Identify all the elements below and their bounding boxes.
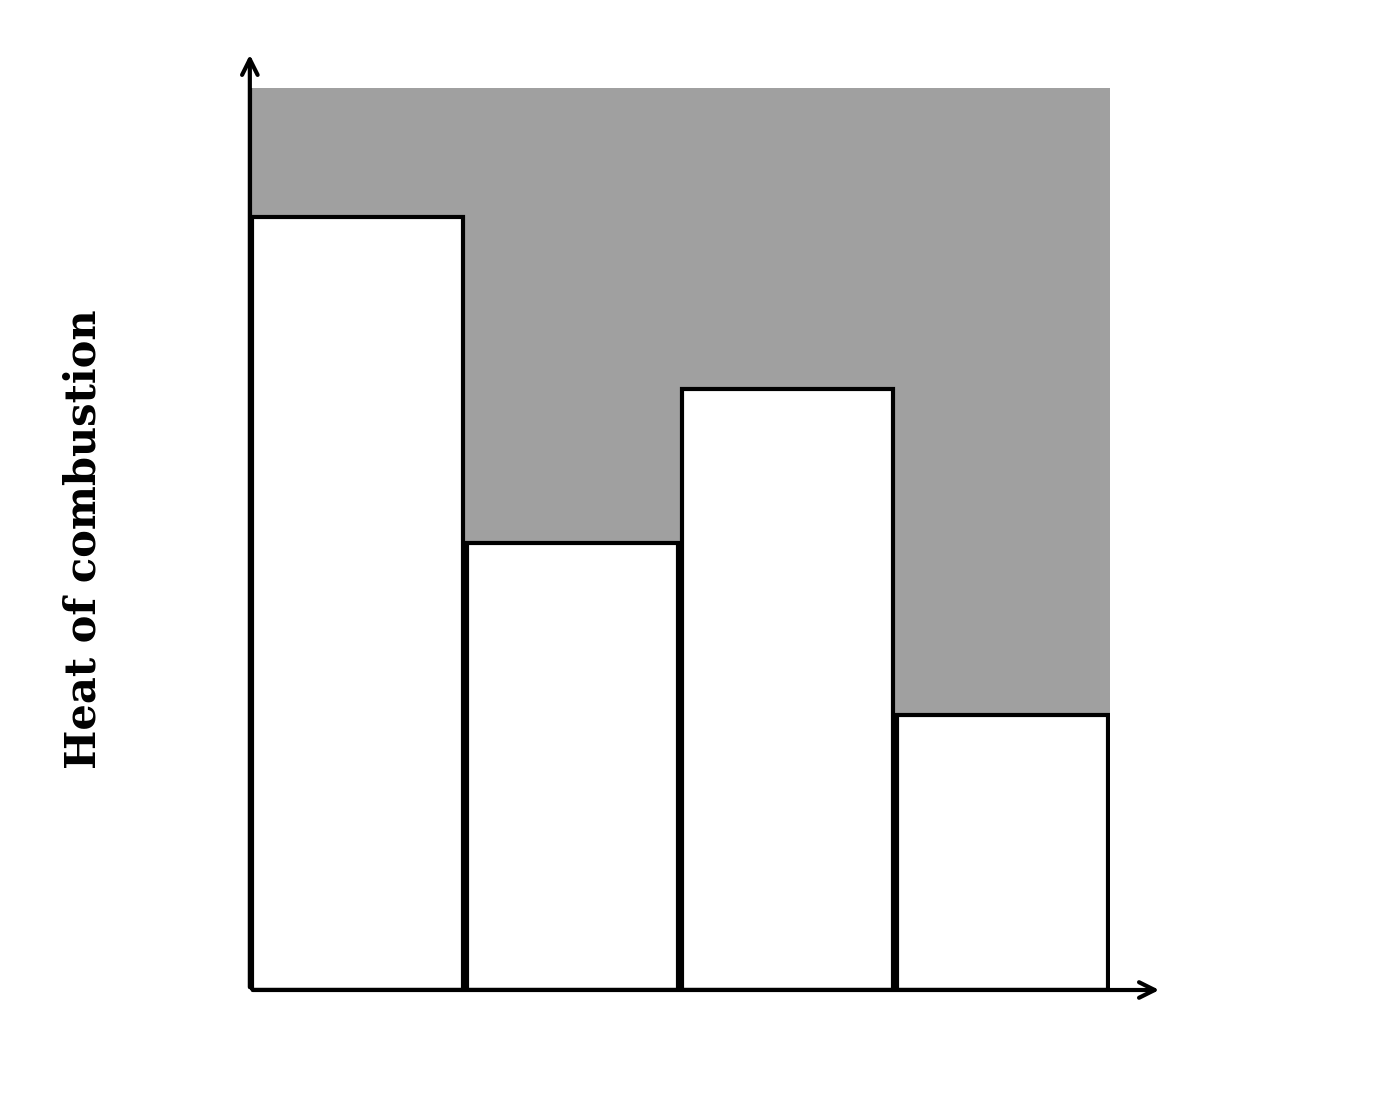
Bar bbox=[468, 543, 677, 990]
Text: Heat of combustion: Heat of combustion bbox=[62, 309, 104, 769]
Bar bbox=[253, 217, 462, 990]
Bar bbox=[898, 715, 1108, 990]
Bar bbox=[683, 388, 892, 990]
